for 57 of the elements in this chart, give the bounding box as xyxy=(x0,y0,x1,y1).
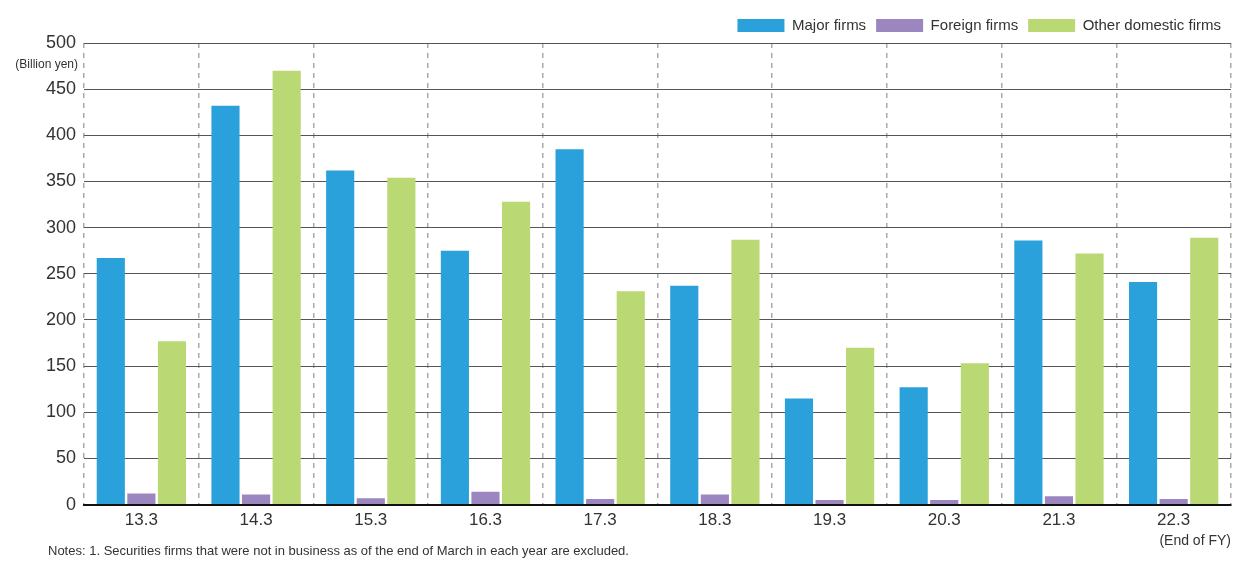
legend-label: Other domestic firms xyxy=(1082,15,1222,33)
y-tick-label: 300 xyxy=(45,216,77,237)
bar xyxy=(272,70,301,505)
bar xyxy=(670,285,699,505)
bar xyxy=(356,498,385,505)
bar xyxy=(616,291,645,505)
bar xyxy=(960,363,989,505)
legend-label: Major firms xyxy=(791,15,867,33)
x-tick-label: 17.3 xyxy=(583,510,617,530)
bar xyxy=(846,347,875,505)
bar xyxy=(784,398,814,505)
y-tick-label: 200 xyxy=(45,308,77,329)
legend-label: Foreign firms xyxy=(930,15,1019,33)
y-tick-label: 250 xyxy=(45,262,77,283)
bar xyxy=(700,494,729,505)
y-tick-label: 350 xyxy=(45,170,77,191)
bar xyxy=(440,250,469,505)
y-tick-label: 450 xyxy=(45,78,77,99)
x-tick-label: 18.3 xyxy=(698,510,732,530)
x-axis-title: (End of FY) xyxy=(1159,532,1231,549)
y-tick-label: 0 xyxy=(66,493,77,514)
y-axis-title: (Billion yen) xyxy=(15,57,79,72)
bar xyxy=(1190,237,1219,505)
bar xyxy=(387,177,416,505)
bar xyxy=(157,341,187,505)
y-tick-label: 500 xyxy=(45,31,77,52)
y-tick-label: 100 xyxy=(45,401,77,422)
bar xyxy=(326,170,355,505)
bar xyxy=(586,499,615,505)
x-tick-label: 19.3 xyxy=(813,510,847,530)
y-tick-label: 50 xyxy=(56,447,77,468)
x-tick-label: 21.3 xyxy=(1042,510,1076,530)
bar xyxy=(899,387,928,505)
x-tick-label: 13.3 xyxy=(124,510,158,530)
bar xyxy=(731,239,760,505)
y-tick-label: 150 xyxy=(45,355,77,376)
x-tick-label: 15.3 xyxy=(354,510,388,530)
bar xyxy=(96,258,125,505)
bar xyxy=(555,149,584,505)
bar xyxy=(815,499,844,505)
bar xyxy=(501,201,531,505)
bar xyxy=(1044,496,1074,505)
bar xyxy=(1159,499,1188,505)
bar xyxy=(1014,240,1043,505)
x-tick-label: 20.3 xyxy=(927,510,961,530)
bar xyxy=(1129,282,1158,505)
x-tick-label: 22.3 xyxy=(1157,510,1191,530)
bar xyxy=(211,105,240,505)
text: Notes: 1. Securities firms that were not in business as of the end of March in each year are excluded. xyxy=(48,542,629,558)
x-tick-label: 16.3 xyxy=(468,510,503,530)
bar xyxy=(471,491,500,505)
bar xyxy=(127,493,156,505)
x-tick-label: 14.3 xyxy=(239,510,273,530)
bar xyxy=(930,499,959,505)
bar xyxy=(242,494,271,505)
y-tick-label: 400 xyxy=(45,124,77,145)
bar xyxy=(1075,253,1104,505)
